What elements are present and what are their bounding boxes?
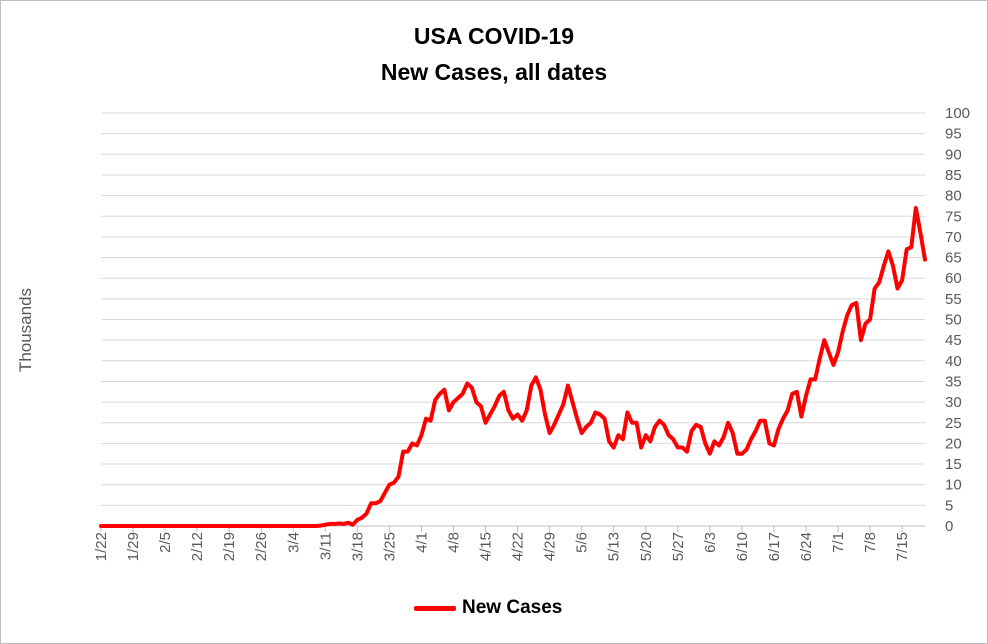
x-tick-label: 2/26 xyxy=(253,532,270,561)
x-tick-label: 4/29 xyxy=(542,532,559,561)
y-tick-label: 15 xyxy=(945,456,962,473)
x-tick-label: 1/29 xyxy=(125,532,142,561)
x-tick-label: 5/27 xyxy=(670,532,687,561)
y-tick-label: 35 xyxy=(945,373,962,390)
x-tick-label: 5/6 xyxy=(574,532,591,553)
y-tick-label: 85 xyxy=(945,167,962,184)
x-tick-label: 2/12 xyxy=(189,532,206,561)
x-tick-label: 6/3 xyxy=(702,532,719,553)
x-tick-label: 6/24 xyxy=(798,532,815,561)
x-tick-label: 7/8 xyxy=(862,532,879,553)
y-tick-label: 95 xyxy=(945,126,962,143)
x-tick-label: 6/17 xyxy=(766,532,783,561)
x-tick-label: 3/4 xyxy=(285,532,302,553)
x-tick-label: 3/25 xyxy=(381,532,398,561)
y-tick-label: 90 xyxy=(945,146,962,163)
x-tick-label: 4/1 xyxy=(413,532,430,553)
x-tick-label: 3/18 xyxy=(349,532,366,561)
chart-title-line2: New Cases, all dates xyxy=(380,59,608,85)
x-tick-label: 6/10 xyxy=(734,532,751,561)
x-tick-label: 4/15 xyxy=(478,532,495,561)
new-cases-series-line xyxy=(99,205,927,528)
x-tick-label: 5/20 xyxy=(638,532,655,561)
x-tick-label: 1/22 xyxy=(93,532,110,561)
x-tick-label: 5/13 xyxy=(606,532,623,561)
x-tick-label: 3/11 xyxy=(317,532,334,560)
chart-title-line1: USA COVID-19 xyxy=(413,23,575,49)
legend-label: New Cases xyxy=(462,597,563,618)
legend-swatch xyxy=(414,605,456,611)
y-tick-label: 30 xyxy=(945,394,962,411)
legend: New Cases xyxy=(414,597,562,619)
y-tick-label: 10 xyxy=(945,477,962,494)
x-tick-label: 7/15 xyxy=(894,532,911,561)
y-tick-label: 60 xyxy=(945,270,962,287)
x-tick-label: 4/8 xyxy=(445,532,462,553)
y-tick-label: 100 xyxy=(945,105,970,122)
y-tick-label: 65 xyxy=(945,250,962,267)
y-tick-label: 40 xyxy=(945,353,962,370)
y-tick-label: 45 xyxy=(945,332,962,349)
x-tick-label: 2/19 xyxy=(221,532,238,561)
y-tick-label: 50 xyxy=(945,312,962,329)
y-tick-label: 80 xyxy=(945,188,962,205)
y-tick-label: 55 xyxy=(945,291,962,308)
x-tick-label: 2/5 xyxy=(157,532,174,553)
x-tick-label: 7/1 xyxy=(830,532,847,553)
y-tick-label: 5 xyxy=(945,497,953,514)
y-tick-label: 70 xyxy=(945,229,962,246)
y-tick-label: 75 xyxy=(945,208,962,225)
x-tick-label: 4/22 xyxy=(510,532,527,561)
y-tick-label: 0 xyxy=(945,518,953,535)
y-tick-label: 25 xyxy=(945,415,962,432)
y-tick-label: 20 xyxy=(945,435,962,452)
